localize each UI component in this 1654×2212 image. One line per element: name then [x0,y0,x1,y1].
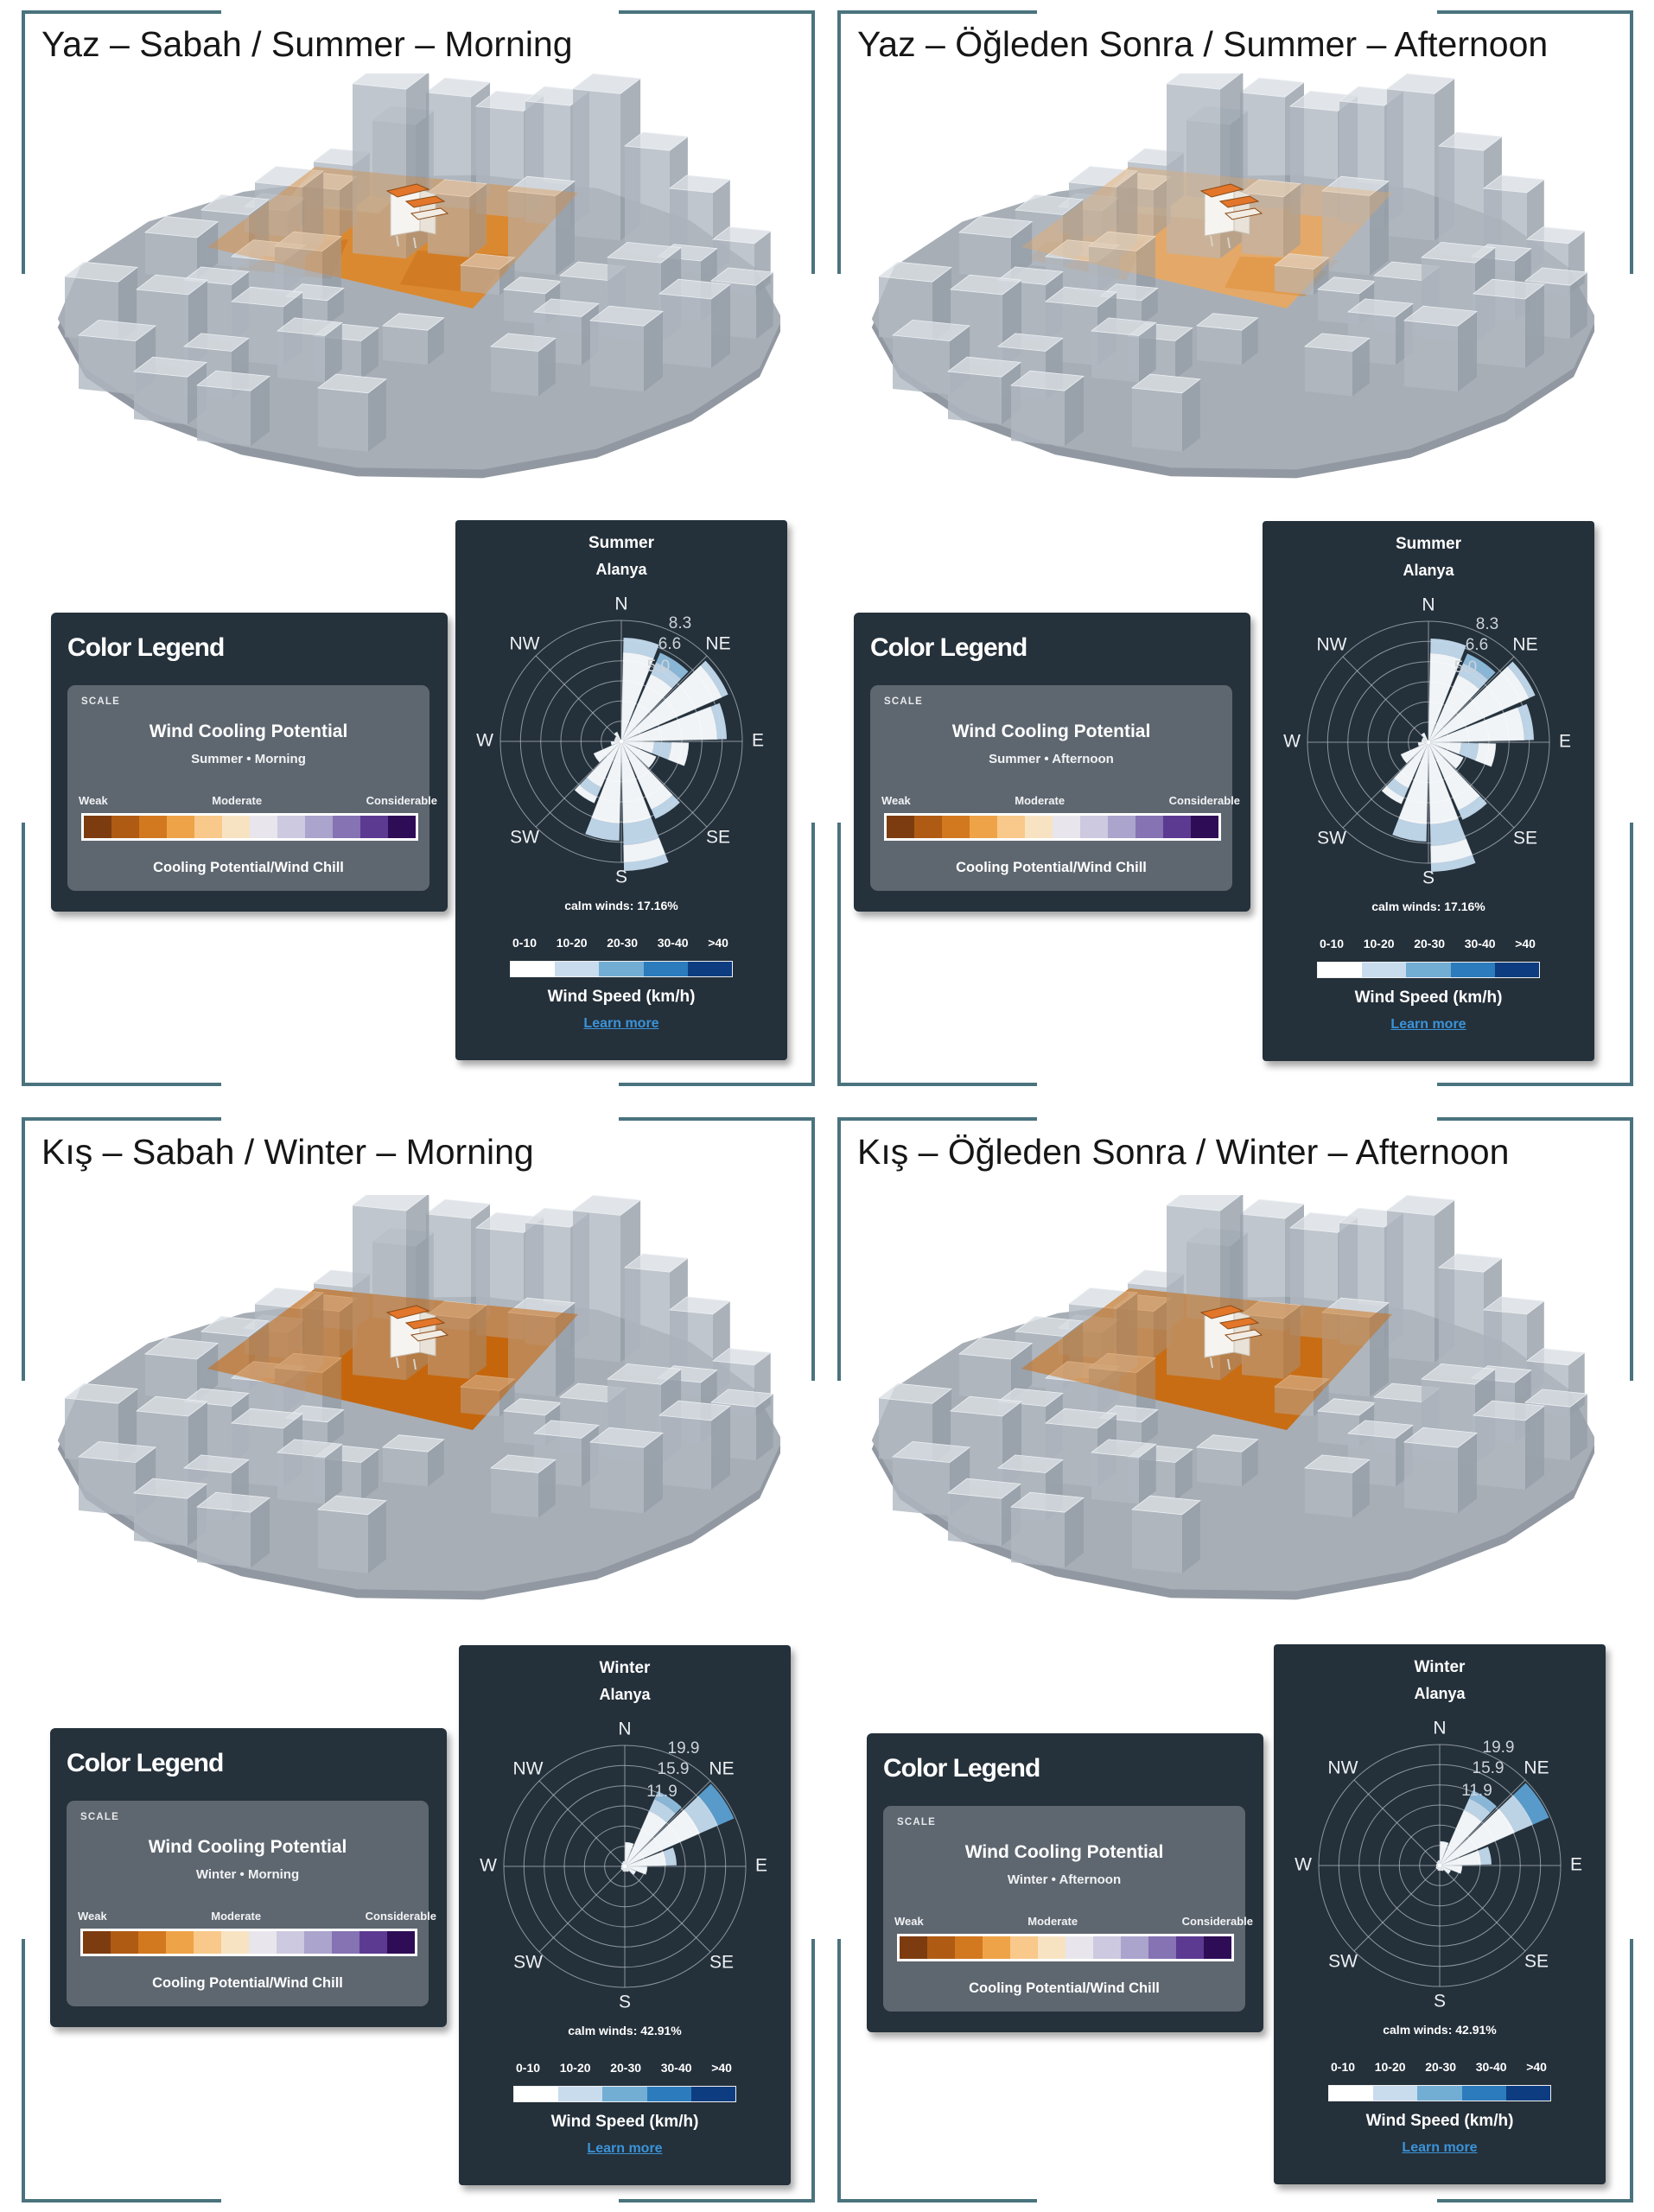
svg-text:SW: SW [1328,1952,1358,1972]
svg-text:E: E [1559,732,1571,752]
svg-text:W: W [1295,1855,1312,1875]
svg-text:NW: NW [1317,635,1347,655]
svg-text:SW: SW [1317,829,1346,849]
svg-text:S: S [1422,868,1435,888]
svg-text:SE: SE [706,828,730,848]
svg-text:NW: NW [513,1759,544,1779]
svg-text:S: S [619,1993,631,2012]
svg-text:S: S [615,868,627,887]
svg-text:NE: NE [709,1759,734,1779]
svg-text:E: E [755,1856,767,1876]
svg-text:5.0: 5.0 [647,658,670,676]
svg-text:19.9: 19.9 [1483,1738,1515,1757]
svg-text:NW: NW [1328,1758,1358,1778]
svg-text:E: E [752,731,764,751]
svg-text:SE: SE [1513,829,1537,849]
svg-text:15.9: 15.9 [1473,1759,1505,1777]
svg-text:NE: NE [1512,635,1537,655]
svg-text:6.6: 6.6 [658,635,681,653]
svg-text:NE: NE [1524,1758,1549,1778]
svg-text:W: W [476,731,493,751]
svg-text:N: N [614,596,627,614]
svg-text:N: N [1422,597,1435,615]
svg-text:11.9: 11.9 [1461,1782,1492,1800]
svg-text:8.3: 8.3 [1476,615,1498,633]
svg-text:19.9: 19.9 [668,1739,700,1758]
svg-text:N: N [618,1721,631,1739]
svg-text:SE: SE [709,1953,734,1973]
svg-text:N: N [1433,1720,1446,1738]
svg-text:W: W [1283,732,1301,752]
svg-text:E: E [1570,1855,1582,1875]
svg-text:W: W [480,1856,497,1876]
svg-text:6.6: 6.6 [1466,636,1488,654]
svg-text:15.9: 15.9 [658,1760,690,1778]
svg-text:S: S [1434,1992,1446,2012]
svg-text:8.3: 8.3 [669,614,691,632]
svg-text:NE: NE [705,634,730,654]
svg-text:5.0: 5.0 [1454,658,1477,677]
svg-text:SW: SW [510,828,539,848]
svg-text:SE: SE [1524,1952,1549,1972]
svg-text:11.9: 11.9 [646,1783,678,1801]
svg-text:SW: SW [513,1953,543,1973]
svg-text:NW: NW [510,634,540,654]
